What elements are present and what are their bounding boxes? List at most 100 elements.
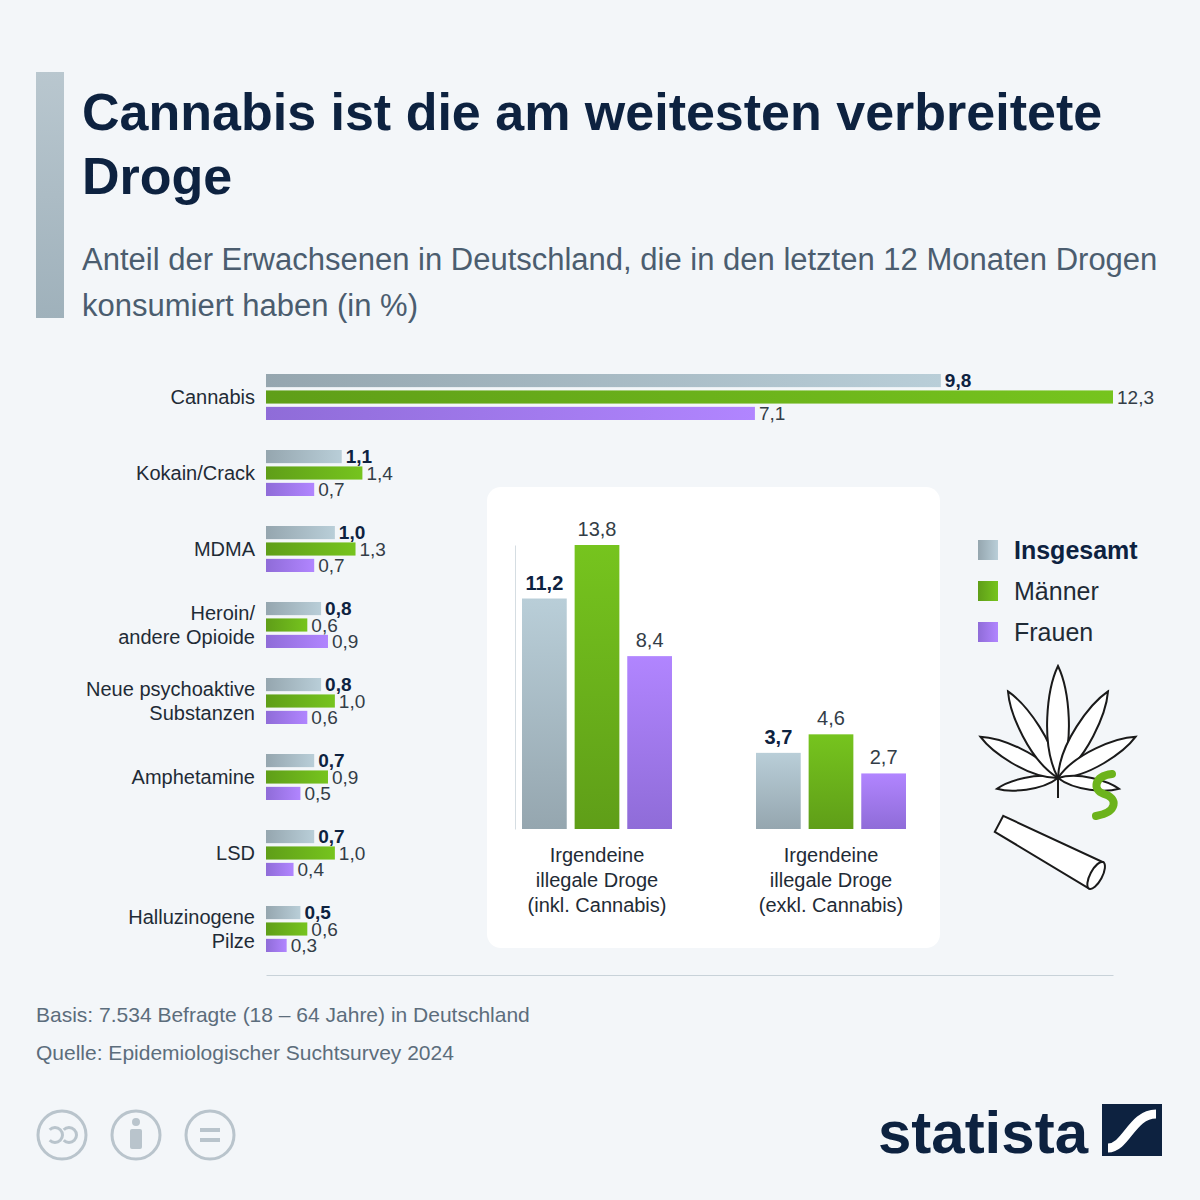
- tick: Cannabis: [170, 386, 255, 408]
- bar: [266, 939, 287, 952]
- bar: [266, 602, 321, 615]
- bar: [266, 483, 314, 496]
- legend-item: Frauen: [978, 618, 1093, 646]
- licence-glyph: [130, 1129, 142, 1149]
- bar: [266, 450, 342, 463]
- text-line: illegale Droge: [536, 869, 658, 891]
- text-line: Neue psychoaktive: [86, 678, 255, 700]
- tick-label: LSD: [216, 842, 255, 864]
- tick: Neue psychoaktiveSubstanzen: [86, 678, 255, 724]
- data-label: 0,9: [332, 767, 358, 788]
- joint: [992, 811, 1109, 892]
- bar: [266, 787, 300, 800]
- leaf: [976, 666, 1139, 798]
- text-line: Irgendeine: [784, 844, 879, 866]
- text-line: Cannabis: [170, 386, 255, 408]
- text-line: (inkl. Cannabis): [528, 894, 667, 916]
- bar: [756, 753, 801, 829]
- joint-tip: [1084, 859, 1109, 891]
- licence-glyph: [200, 1138, 220, 1142]
- bar: [266, 678, 321, 691]
- data-label: 0,6: [311, 707, 337, 728]
- y-axis: Cannabis Kokain/Crack MDMA Heroin/andere Op…: [86, 386, 256, 952]
- x-axis: Irgendeine illegale Droge (inkl. Cannabis)…: [528, 844, 904, 916]
- licence-circle: [38, 1111, 86, 1159]
- legend-item: Insgesamt: [978, 536, 1138, 564]
- bar: [266, 922, 307, 935]
- text-line: konsumiert haben (in %): [82, 288, 418, 323]
- bar: [266, 542, 356, 555]
- bar: [266, 618, 307, 631]
- bars: [522, 545, 906, 829]
- text-line: andere Opioide: [118, 626, 255, 648]
- brand-logo: [1102, 1104, 1162, 1156]
- smoke: [1096, 774, 1114, 816]
- tick-label: Irgendeine illegale Droge (exkl. Cannabis): [759, 844, 904, 916]
- subtitle: Anteil der Erwachsenen in Deutschland, d…: [82, 242, 1157, 323]
- tick-label: Heroin/andere Opioide: [118, 602, 255, 648]
- data-labels: 9,81,11,00,80,80,70,70,512,31,41,30,61,0…: [291, 370, 1154, 956]
- logo-wave: [1108, 1114, 1156, 1148]
- bar: [266, 906, 300, 919]
- licence-icons: [38, 1111, 234, 1159]
- tick: HalluzinogenePilze: [128, 906, 255, 952]
- text-line: Irgendeine: [550, 844, 645, 866]
- bar: [266, 846, 335, 859]
- tick: Kokain/Crack: [136, 462, 256, 484]
- text-line: MDMA: [194, 538, 256, 560]
- bar: [627, 656, 672, 829]
- bar: [266, 754, 314, 767]
- text-line: LSD: [216, 842, 255, 864]
- text-line: Anteil der Erwachsenen in Deutschland, d…: [82, 242, 1157, 277]
- data-label: 13,8: [578, 518, 617, 540]
- tick-label: Neue psychoaktiveSubstanzen: [86, 678, 255, 724]
- footer-note: Quelle: Epidemiologischer Suchtsurvey 20…: [36, 1041, 454, 1064]
- data-label: 2,7: [870, 746, 898, 768]
- data-label: 0,3: [291, 935, 317, 956]
- text-line: Halluzinogene: [128, 906, 255, 928]
- text-line: Heroin/: [191, 602, 256, 624]
- bar: [266, 466, 362, 479]
- data-label: 3,7: [764, 726, 792, 748]
- bar: [266, 830, 314, 843]
- tick: LSD: [216, 842, 255, 864]
- legend-label: Frauen: [1014, 618, 1093, 646]
- tick-label: Amphetamine: [132, 766, 255, 788]
- bar: [266, 711, 307, 724]
- data-label: 0,7: [318, 479, 344, 500]
- bar: [266, 770, 328, 783]
- licence-circle: [186, 1111, 234, 1159]
- data-label: 0,9: [332, 631, 358, 652]
- axis-line: [515, 546, 516, 830]
- joint-body: [992, 811, 1103, 889]
- bars: [266, 374, 1113, 952]
- tick-label: Kokain/Crack: [136, 462, 256, 484]
- legend-swatch: [978, 581, 998, 601]
- bar: [266, 526, 335, 539]
- text-line: Substanzen: [149, 702, 255, 724]
- icon: [976, 666, 1139, 892]
- text-line: Droge: [82, 147, 232, 205]
- licence-glyph: [49, 1126, 64, 1144]
- bar: [266, 863, 294, 876]
- data-label: 11,2: [525, 572, 563, 594]
- text-line: Kokain/Crack: [136, 462, 256, 484]
- data-label: 0,4: [298, 859, 325, 880]
- tick: MDMA: [194, 538, 256, 560]
- legend: Insgesamt Männer Frauen: [978, 536, 1138, 646]
- tick-label: MDMA: [194, 538, 256, 560]
- tick: Amphetamine: [132, 766, 255, 788]
- header-bar: [36, 72, 64, 318]
- data-labels: 11,23,713,84,68,42,7: [525, 518, 897, 768]
- bar: [266, 694, 335, 707]
- legend-label: Insgesamt: [1014, 536, 1138, 564]
- axis-line: [267, 975, 1114, 976]
- bar: [266, 559, 314, 572]
- licence-glyph: [132, 1118, 140, 1126]
- licence-glyph: [63, 1126, 78, 1144]
- legend-item: Männer: [978, 577, 1099, 605]
- text-line: (exkl. Cannabis): [759, 894, 904, 916]
- logo-box: [1102, 1104, 1162, 1156]
- text-line: illegale Droge: [770, 869, 892, 891]
- background: [0, 0, 1200, 1200]
